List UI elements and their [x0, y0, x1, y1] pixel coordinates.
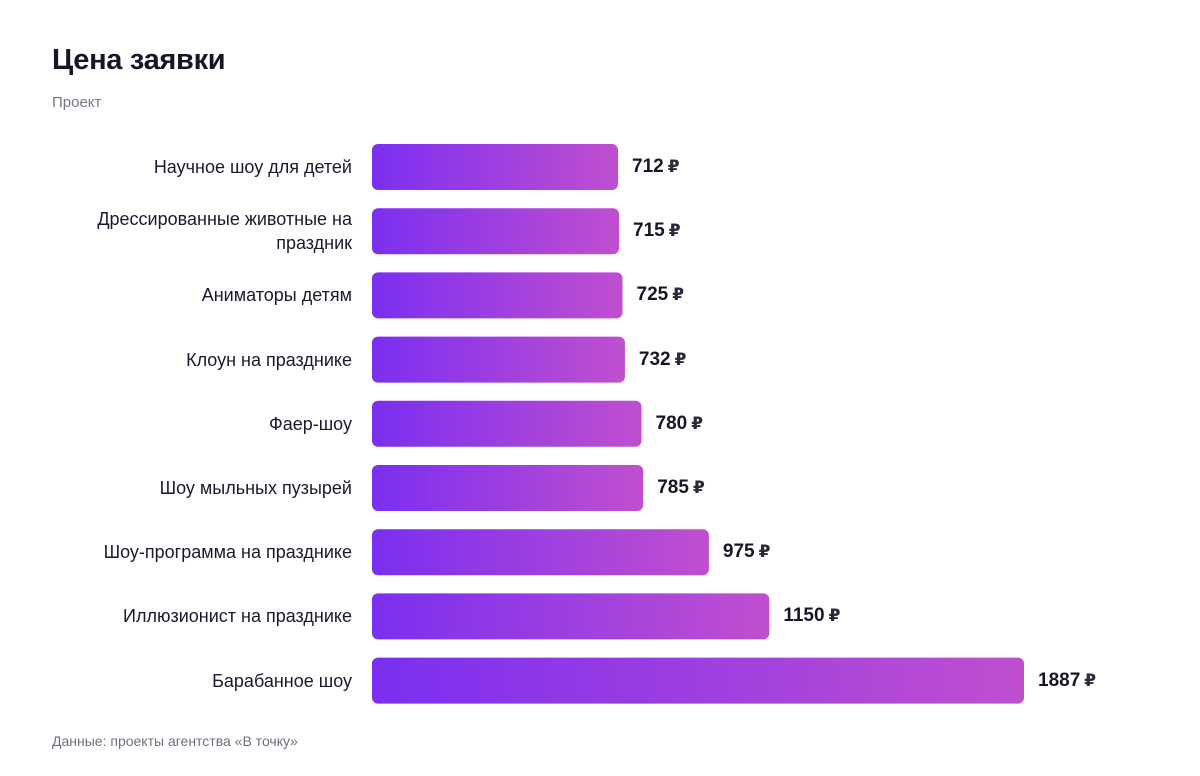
category-label: Барабанное шоу	[212, 670, 352, 691]
bars-group	[372, 144, 1024, 704]
value-number: 715	[633, 220, 665, 242]
value-label: 725 ₽	[637, 283, 685, 307]
category-label: Иллюзионист на празднике	[123, 606, 352, 627]
category-label: Шоу-программа на празднике	[103, 542, 352, 563]
value-label: 715 ₽	[633, 219, 681, 243]
value-number: 1887	[1038, 669, 1081, 691]
chart-subtitle: Проект	[52, 94, 102, 111]
value-number: 975	[722, 541, 755, 563]
bar	[372, 144, 619, 190]
currency-sign: ₽	[668, 221, 681, 241]
category-label: Шоу мыльных пузырей	[159, 478, 352, 498]
bar	[372, 208, 620, 255]
category-label: Дрессированные животные на праздник	[97, 209, 352, 254]
currency-sign: ₽	[691, 413, 704, 433]
chart-title: Цена заявки	[52, 44, 226, 76]
value-number: 732	[638, 348, 671, 370]
bar	[372, 465, 644, 511]
value-number: 1150	[783, 605, 825, 627]
value-number: 712	[632, 156, 664, 177]
value-number: 785	[657, 477, 689, 498]
value-label: 732 ₽	[639, 348, 687, 372]
value-label: 1150 ₽	[783, 604, 840, 628]
bar	[372, 593, 770, 640]
value-label: 1887 ₽	[1038, 669, 1096, 693]
value-number: 780	[655, 412, 688, 434]
value-label: 780 ₽	[656, 412, 704, 436]
category-label: Научное шоу для детей	[153, 157, 352, 177]
currency-sign: ₽	[758, 542, 771, 562]
currency-sign: ₽	[667, 157, 680, 176]
value-label: 975 ₽	[723, 540, 771, 564]
category-label: Аниматоры детям	[201, 285, 352, 306]
currency-sign: ₽	[674, 349, 687, 369]
bar	[372, 336, 625, 383]
currency-sign: ₽	[1084, 670, 1097, 690]
value-number: 725	[636, 284, 669, 306]
currency-sign: ₽	[672, 285, 685, 305]
source-note: Данные: проекты агентства «В точку»	[52, 733, 298, 749]
currency-sign: ₽	[828, 606, 841, 626]
value-label: 785 ₽	[657, 476, 705, 500]
bar	[372, 657, 1024, 704]
currency-sign: ₽	[692, 478, 705, 497]
bar	[372, 400, 642, 447]
category-label: Клоун на празднике	[186, 349, 352, 370]
bar	[372, 272, 623, 319]
bar	[372, 529, 709, 576]
category-label: Фаер-шоу	[269, 413, 352, 434]
value-label: 712 ₽	[632, 155, 680, 179]
